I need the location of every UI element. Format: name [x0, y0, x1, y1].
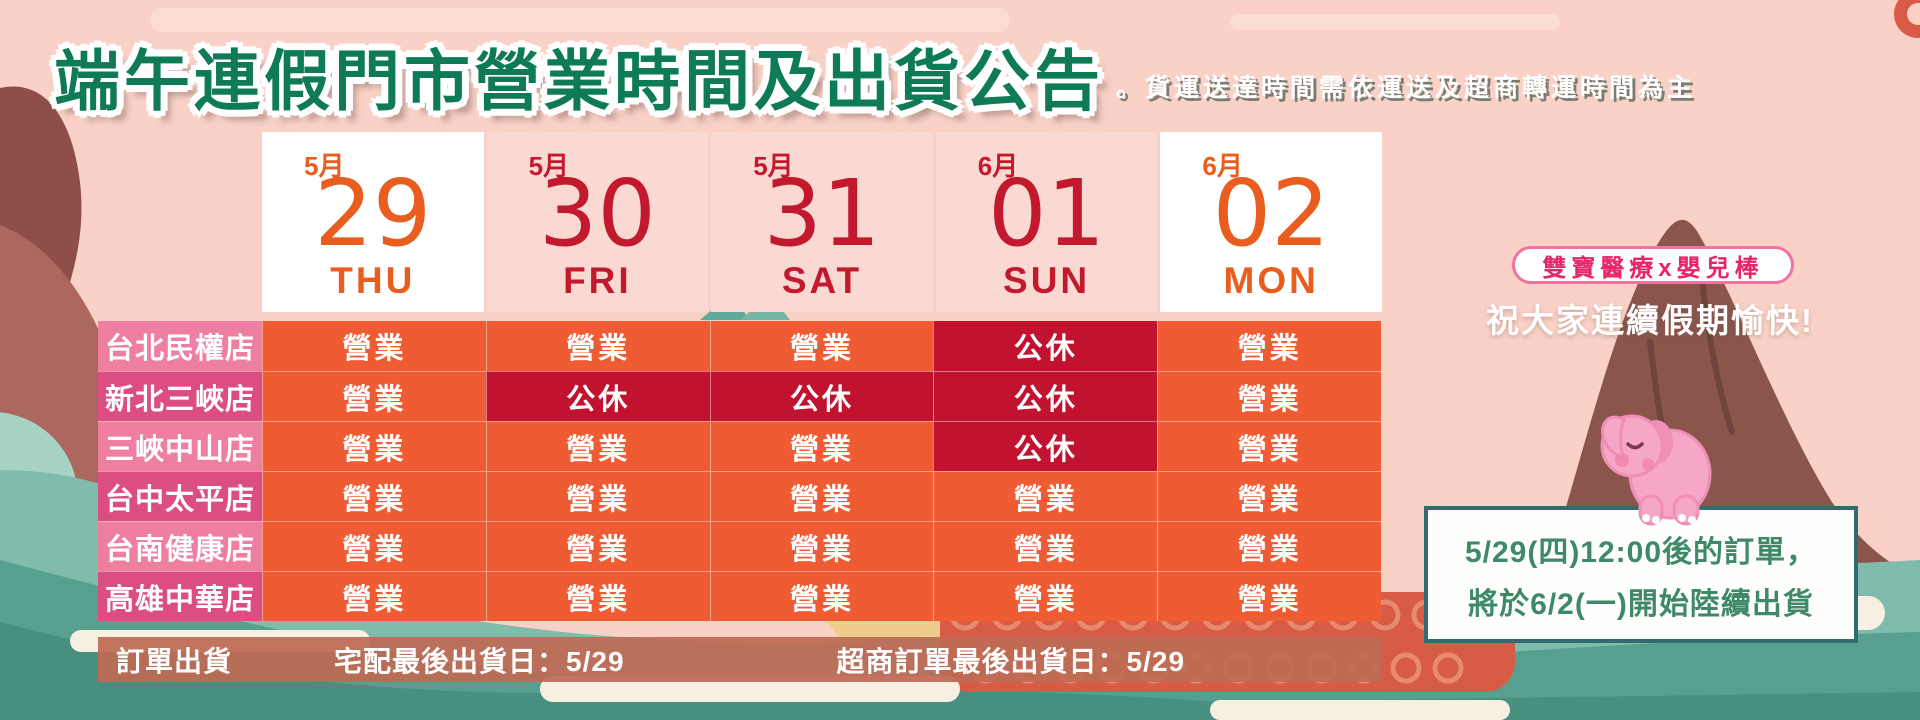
status-cell-open: 營業 [485, 471, 710, 521]
store-name-cell: 台北民權店 [98, 321, 262, 371]
store-name-cell: 台中太平店 [98, 471, 262, 521]
status-cell-open: 營業 [262, 571, 486, 621]
calendar-day-mon: 6月 02 MON [1160, 132, 1382, 312]
calendar-day-thu: 5月 29 THU [262, 132, 484, 312]
shipping-bar-title: 訂單出貨 [116, 645, 233, 677]
table-row: 三峽中山店 營業 營業 營業 公休 營業 [98, 421, 1381, 471]
order-shipping-bar: 訂單出貨 宅配最後出貨日：5/29 超商訂單最後出貨日：5/29 [98, 637, 1381, 682]
store-name-cell: 三峽中山店 [98, 421, 262, 471]
holiday-greeting: 祝大家連續假期愉快! [1486, 302, 1814, 339]
status-cell-open: 營業 [262, 421, 486, 471]
month-label: 6月 [1202, 151, 1243, 181]
status-cell-closed: 公休 [485, 371, 710, 421]
weekday-label: MON [1223, 260, 1319, 301]
status-cell-open: 營業 [485, 571, 710, 621]
status-cell-open: 營業 [262, 471, 486, 521]
day-number: 30 [538, 160, 656, 267]
home-delivery-deadline: 宅配最後出貨日：5/29 [334, 645, 625, 677]
status-cell-open: 營業 [262, 321, 486, 371]
status-cell-open: 營業 [709, 421, 934, 471]
status-cell-open: 營業 [1157, 571, 1381, 621]
status-cell-open: 營業 [709, 471, 934, 521]
shipping-note: 。貨運送達時間需依運送及超商轉運時間為主 [1116, 74, 1697, 102]
notice-line: 將於6/2(一)開始陸續出貨 [1468, 587, 1814, 621]
month-label: 5月 [753, 151, 794, 181]
brand-badge: 雙寶醫療x嬰兒棒 [1512, 246, 1794, 284]
status-cell-open: 營業 [933, 571, 1158, 621]
status-cell-open: 營業 [1157, 421, 1381, 471]
table-row: 新北三峽店 營業 公休 公休 公休 營業 [98, 371, 1381, 421]
status-cell-open: 營業 [262, 521, 486, 571]
shipping-notice-box: 5/29(四)12:00後的訂單， 將於6/2(一)開始陸續出貨 [1424, 506, 1858, 643]
store-name-cell: 台南健康店 [98, 521, 262, 571]
table-row: 台北民權店 營業 營業 營業 公休 營業 [98, 321, 1381, 371]
status-cell-closed: 公休 [933, 371, 1158, 421]
weekday-label: SUN [1003, 260, 1091, 301]
day-number: 01 [988, 160, 1106, 267]
status-cell-open: 營業 [1157, 521, 1381, 571]
status-cell-open: 營業 [485, 321, 710, 371]
weekday-label: SAT [781, 260, 863, 301]
month-label: 6月 [977, 151, 1019, 181]
status-cell-open: 營業 [1157, 471, 1381, 521]
weekday-label: THU [330, 260, 416, 301]
calendar-day-fri: 5月 30 FRI [486, 132, 709, 312]
day-number: 31 [763, 160, 881, 267]
store-name-cell: 高雄中華店 [98, 571, 262, 621]
table-row: 台南健康店 營業 營業 營業 營業 營業 [98, 521, 1381, 571]
status-cell-open: 營業 [709, 521, 934, 571]
weekday-label: FRI [563, 260, 632, 301]
month-label: 5月 [528, 151, 570, 181]
month-label: 5月 [304, 151, 345, 181]
calendar-day-sat: 5月 31 SAT [711, 132, 933, 312]
status-cell-open: 營業 [485, 421, 710, 471]
status-cell-closed: 公休 [933, 321, 1158, 371]
cloud-swoosh [150, 8, 1010, 32]
status-cell-open: 營業 [1157, 371, 1381, 421]
calendar-header: 5月 29 THU 5月 30 FRI 5月 31 SAT 6月 01 SUN 6月 02 MON [262, 132, 1382, 312]
status-cell-open: 營業 [933, 471, 1158, 521]
status-cell-closed: 公休 [709, 371, 934, 421]
store-name-cell: 新北三峽店 [98, 371, 262, 421]
calendar-day-sun: 6月 01 SUN [935, 132, 1158, 312]
notice-line: 5/29(四)12:00後的訂單， [1464, 535, 1818, 569]
status-cell-open: 營業 [709, 321, 934, 371]
cloud-swoosh [1230, 14, 1560, 30]
status-cell-open: 營業 [933, 521, 1158, 571]
day-number: 29 [314, 160, 432, 267]
elephant-mascot [1600, 414, 1712, 526]
cvs-deadline: 超商訂單最後出貨日：5/29 [836, 645, 1186, 677]
table-row: 高雄中華店 營業 營業 營業 營業 營業 [98, 571, 1381, 621]
store-table: 台北民權店 營業 營業 營業 公休 營業 新北三峽店 營業 公休 公休 公休 營業 三峽中山店 營業 營業營… [98, 321, 1381, 621]
status-cell-open: 營業 [485, 521, 710, 571]
foam-streak [540, 676, 960, 702]
page-title: 端午連假門市營業時間及出貨公告 [54, 44, 1104, 118]
table-row: 台中太平店 營業 營業 營業 營業 營業 [98, 471, 1381, 521]
status-cell-open: 營業 [709, 571, 934, 621]
corner-decoration [1907, 3, 1920, 25]
status-cell-open: 營業 [1157, 321, 1381, 371]
status-cell-closed: 公休 [933, 421, 1158, 471]
status-cell-open: 營業 [262, 371, 486, 421]
wave-dark [0, 622, 1920, 720]
day-number: 02 [1212, 160, 1330, 267]
foam-streak [1210, 700, 1510, 720]
